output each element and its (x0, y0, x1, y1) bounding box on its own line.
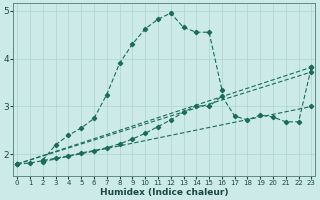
X-axis label: Humidex (Indice chaleur): Humidex (Indice chaleur) (100, 188, 228, 197)
